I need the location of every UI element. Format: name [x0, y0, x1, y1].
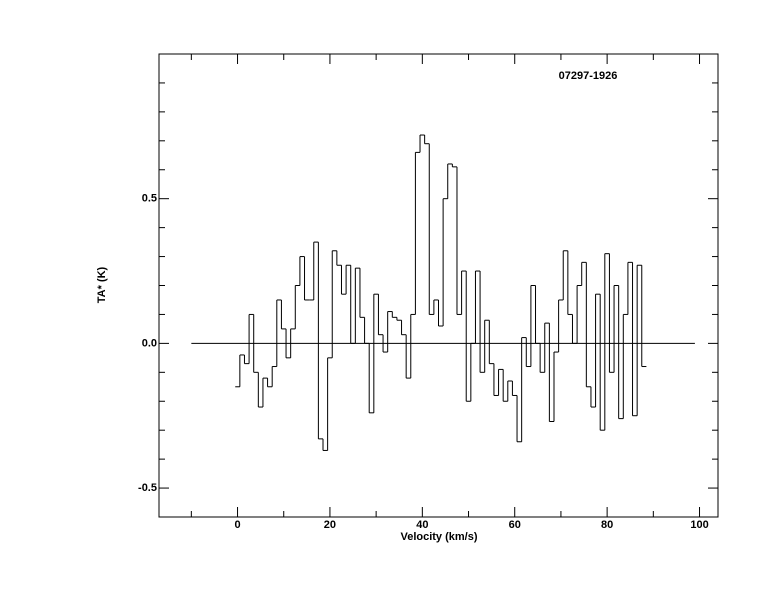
x-tick-label: 0: [234, 519, 240, 531]
step-riser: [239, 135, 643, 451]
y-axis-label: TA* (K): [96, 266, 108, 303]
x-axis-label: Velocity (km/s): [400, 531, 477, 543]
y-tick-label: -0.5: [138, 482, 157, 494]
x-tick-label: 60: [509, 519, 521, 531]
y-tick-label: 0.5: [142, 193, 157, 205]
x-tick-label: 100: [690, 519, 708, 531]
plot-frame: [158, 53, 719, 518]
y-tick-label: 0.0: [142, 337, 157, 349]
chart-title: 07297-1926: [559, 70, 618, 82]
x-tick-label: 80: [601, 519, 613, 531]
x-tick-label: 40: [416, 519, 428, 531]
x-tick-label: 20: [324, 519, 336, 531]
